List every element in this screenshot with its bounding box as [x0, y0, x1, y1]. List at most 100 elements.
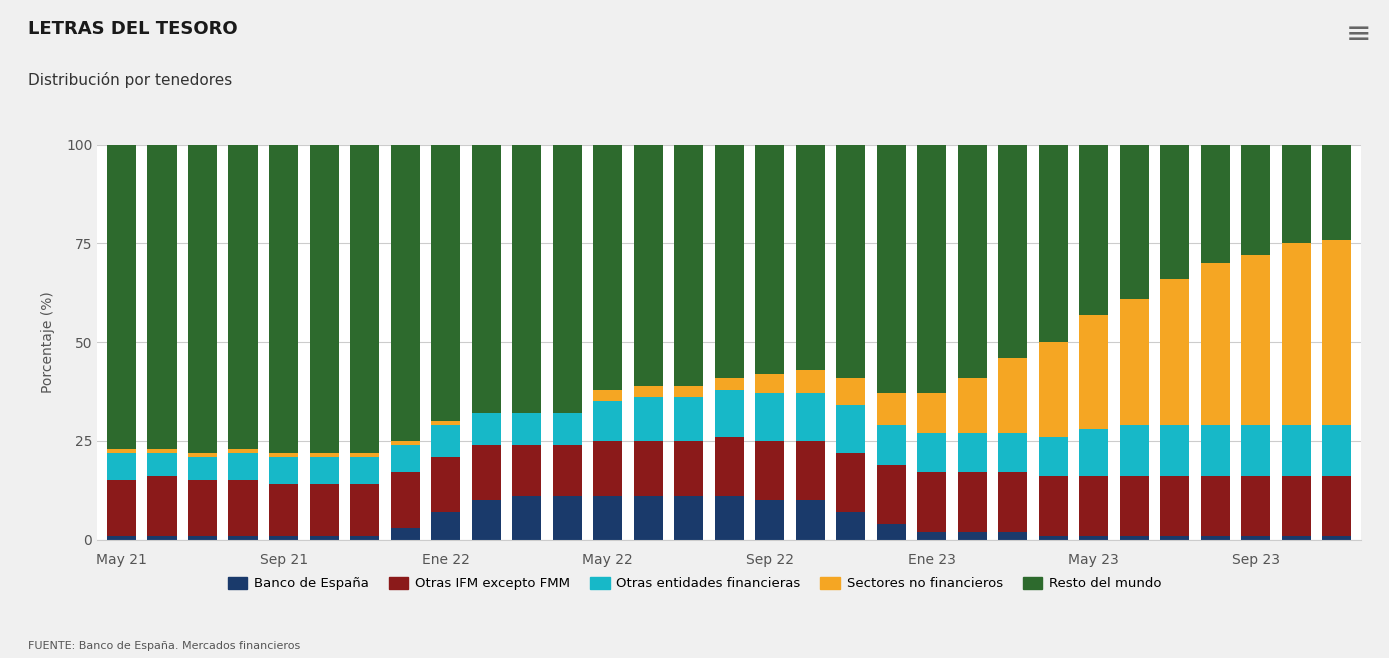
Bar [999, 472, 1028, 532]
Bar [269, 484, 299, 536]
Bar [593, 390, 622, 401]
Bar [107, 453, 136, 480]
Bar [796, 500, 825, 540]
Bar [431, 145, 460, 421]
Bar [269, 457, 299, 484]
Bar [1322, 476, 1351, 536]
Bar [917, 145, 946, 393]
Bar [756, 393, 785, 441]
Bar [957, 472, 986, 532]
Bar [471, 500, 500, 540]
Bar [714, 437, 745, 496]
Bar [188, 457, 217, 480]
Bar [1160, 279, 1189, 425]
Bar [1322, 240, 1351, 425]
Text: LETRAS DEL TESORO: LETRAS DEL TESORO [28, 20, 238, 38]
Bar [957, 145, 986, 378]
Bar [310, 484, 339, 536]
Bar [756, 374, 785, 393]
Bar [513, 145, 542, 413]
Bar [917, 532, 946, 540]
Bar [553, 496, 582, 540]
Bar [188, 145, 217, 453]
Y-axis label: Porcentaje (%): Porcentaje (%) [40, 291, 56, 393]
Bar [756, 500, 785, 540]
Bar [674, 145, 703, 386]
Bar [1160, 425, 1189, 476]
Bar [1160, 145, 1189, 279]
Bar [714, 378, 745, 390]
Bar [836, 145, 865, 378]
Bar [188, 536, 217, 540]
Text: ≡: ≡ [1346, 20, 1371, 49]
Bar [471, 145, 500, 413]
Bar [1242, 476, 1271, 536]
Bar [917, 433, 946, 472]
Bar [836, 378, 865, 405]
Bar [1282, 476, 1311, 536]
Bar [1242, 145, 1271, 255]
Bar [1079, 476, 1108, 536]
Bar [107, 480, 136, 536]
Bar [836, 453, 865, 512]
Bar [553, 145, 582, 413]
Bar [674, 496, 703, 540]
Bar [147, 536, 176, 540]
Bar [1039, 145, 1068, 342]
Bar [228, 453, 257, 480]
Bar [1120, 476, 1149, 536]
Bar [1079, 315, 1108, 429]
Bar [593, 441, 622, 496]
Bar [1200, 145, 1229, 263]
Bar [836, 405, 865, 453]
Bar [1282, 425, 1311, 476]
Bar [1322, 536, 1351, 540]
Bar [999, 433, 1028, 472]
Bar [1079, 536, 1108, 540]
Bar [228, 480, 257, 536]
Bar [1160, 476, 1189, 536]
Bar [876, 393, 906, 425]
Bar [917, 472, 946, 532]
Bar [593, 401, 622, 441]
Bar [999, 145, 1028, 358]
Bar [310, 536, 339, 540]
Bar [431, 512, 460, 540]
Bar [513, 496, 542, 540]
Bar [310, 145, 339, 453]
Bar [1200, 536, 1229, 540]
Bar [107, 449, 136, 453]
Bar [1200, 425, 1229, 476]
Bar [1200, 263, 1229, 425]
Bar [876, 524, 906, 540]
Bar [633, 397, 663, 441]
Bar [1039, 437, 1068, 476]
Bar [390, 528, 419, 540]
Bar [147, 453, 176, 476]
Bar [796, 370, 825, 393]
Bar [1120, 145, 1149, 299]
Bar [999, 532, 1028, 540]
Bar [1282, 536, 1311, 540]
Bar [553, 413, 582, 445]
Bar [147, 476, 176, 536]
Bar [350, 453, 379, 457]
Bar [228, 536, 257, 540]
Bar [1039, 342, 1068, 437]
Bar [714, 390, 745, 437]
Bar [431, 421, 460, 425]
Bar [1282, 243, 1311, 425]
Bar [1242, 536, 1271, 540]
Bar [553, 445, 582, 496]
Bar [390, 472, 419, 528]
Bar [876, 465, 906, 524]
Bar [228, 449, 257, 453]
Bar [1120, 299, 1149, 425]
Bar [228, 145, 257, 449]
Bar [1322, 425, 1351, 476]
Bar [756, 441, 785, 500]
Bar [876, 145, 906, 393]
Bar [674, 397, 703, 441]
Bar [1282, 145, 1311, 243]
Bar [714, 145, 745, 378]
